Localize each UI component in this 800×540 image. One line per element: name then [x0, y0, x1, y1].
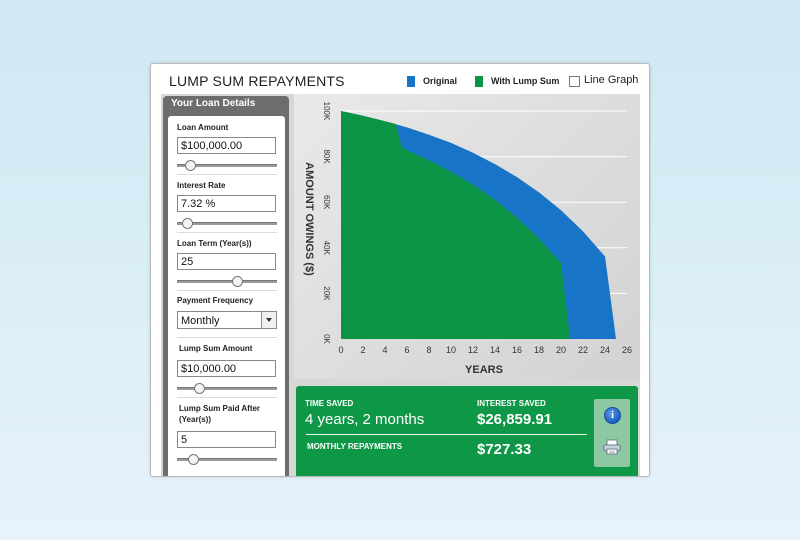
payment-frequency-select[interactable]: Monthly	[177, 311, 277, 329]
line-graph-checkbox[interactable]	[569, 76, 580, 87]
loan-amount-slider-thumb[interactable]	[185, 160, 196, 171]
legend-lump-label: With Lump Sum	[491, 76, 560, 86]
payment-frequency-value: Monthly	[181, 315, 220, 327]
lump-sum-paid-after-input[interactable]: 5	[177, 431, 276, 448]
x-tick-label: 20	[556, 345, 566, 355]
interest-rate-slider[interactable]	[177, 218, 277, 229]
print-icon[interactable]	[603, 439, 621, 455]
loan-details-sidebar: Your Loan Details Loan Amount $100,000.0…	[163, 96, 289, 476]
loan-amount-label: Loan Amount	[177, 123, 229, 132]
x-tick-label: 18	[534, 345, 544, 355]
lump-sum-amount-slider[interactable]	[177, 383, 277, 394]
interest-saved-value: $26,859.91	[477, 411, 553, 428]
divider	[177, 174, 277, 175]
y-tick-label: 0K	[322, 334, 331, 344]
x-tick-label: 12	[468, 345, 478, 355]
lump-sum-calculator: LUMP SUM REPAYMENTS Original With Lump S…	[150, 63, 650, 477]
x-tick-label: 10	[446, 345, 456, 355]
loan-details-form: Loan Amount $100,000.00 Interest Rate 7.…	[168, 116, 285, 476]
series-area-lump-sum	[341, 111, 571, 339]
legend-original-swatch	[407, 76, 415, 87]
lump-sum-paid-after-label: Lump Sum Paid After (Year(s))	[179, 404, 261, 424]
loan-amount-slider[interactable]	[177, 160, 277, 171]
y-tick-label: 60K	[322, 195, 331, 210]
x-tick-label: 16	[512, 345, 522, 355]
actions-panel: i	[594, 399, 630, 467]
info-icon[interactable]: i	[604, 407, 621, 424]
x-tick-label: 0	[338, 345, 343, 355]
page-title: LUMP SUM REPAYMENTS	[169, 73, 345, 89]
chevron-down-icon[interactable]	[261, 312, 276, 328]
legend-original-label: Original	[423, 76, 458, 86]
lump-sum-paid-after-slider[interactable]	[177, 454, 277, 465]
y-tick-label: 40K	[322, 241, 331, 256]
monthly-repayments-label: MONTHLY REPAYMENTS	[307, 442, 403, 451]
x-tick-label: 4	[382, 345, 387, 355]
chart-svg: 0 2 4 6 8 10 12 14 16 18 20 22 24 260K20K40K60K80K100…	[303, 102, 632, 376]
loan-term-input[interactable]: 25	[177, 253, 276, 270]
time-saved-value: 4 years, 2 months	[305, 411, 425, 428]
loan-amount-input[interactable]: $100,000.00	[177, 137, 276, 154]
y-tick-label: 80K	[322, 149, 331, 164]
payment-frequency-label: Payment Frequency	[177, 296, 254, 305]
monthly-repayments-value: $727.33	[477, 441, 532, 458]
loan-term-label: Loan Term (Year(s))	[177, 239, 252, 248]
divider	[177, 232, 277, 233]
amount-owing-chart: 0 2 4 6 8 10 12 14 16 18 20 22 24 26 0K 20K 40K 60K 80K 100…	[294, 94, 640, 379]
x-tick-label: 6	[404, 345, 409, 355]
interest-rate-input[interactable]: 7.32 %	[177, 195, 276, 212]
lump-sum-amount-input[interactable]: $10,000.00	[177, 360, 276, 377]
loan-term-slider-thumb[interactable]	[232, 276, 243, 287]
lump-sum-amount-label: Lump Sum Amount	[179, 344, 253, 353]
interest-rate-slider-thumb[interactable]	[182, 218, 193, 229]
lump-sum-paid-after-slider-thumb[interactable]	[188, 454, 199, 465]
results-divider	[306, 434, 587, 435]
x-tick-label: 22	[578, 345, 588, 355]
y-tick-label: 100K	[322, 102, 331, 121]
x-tick-label: 8	[426, 345, 431, 355]
time-saved-label: TIME SAVED	[305, 399, 354, 408]
lump-sum-amount-slider-thumb[interactable]	[194, 383, 205, 394]
x-tick-label: 14	[490, 345, 500, 355]
sidebar-header: Your Loan Details	[171, 98, 256, 109]
interest-saved-label: INTEREST SAVED	[477, 399, 546, 408]
line-graph-label[interactable]: Line Graph	[584, 74, 639, 86]
divider	[177, 397, 277, 398]
divider	[177, 290, 277, 291]
loan-term-slider[interactable]	[177, 276, 277, 287]
legend-lump-swatch	[475, 76, 483, 87]
divider	[177, 337, 277, 338]
y-tick-label: 20K	[322, 286, 331, 301]
results-panel: TIME SAVED 4 years, 2 months INTEREST SA…	[296, 386, 638, 476]
x-tick-label: 26	[622, 345, 632, 355]
interest-rate-label: Interest Rate	[177, 181, 226, 190]
x-tick-label: 2	[360, 345, 365, 355]
y-axis-title: AMOUNT OWINGS ($)	[303, 162, 315, 276]
x-tick-label: 24	[600, 345, 610, 355]
x-axis-title: YEARS	[465, 364, 503, 376]
